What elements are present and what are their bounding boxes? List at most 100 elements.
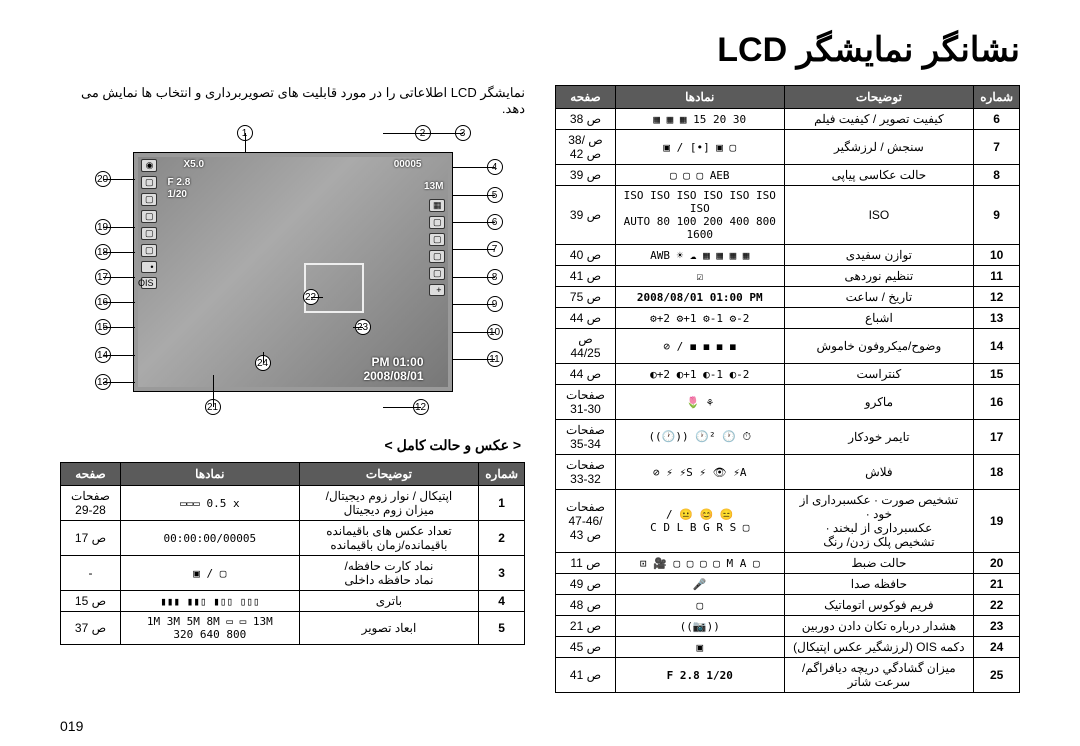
- cell-page: ص 37: [61, 612, 121, 645]
- table-row: 3نماد کارت حافظه/نماد حافظه داخلی▣ / ▢-: [61, 556, 525, 591]
- cell-desc: حافظه صدا: [784, 574, 974, 595]
- table-row: 17تایمر خودکار((🕐)) 🕐² 🕐 ⏱صفحات35-34: [556, 420, 1020, 455]
- osd-f: F 2.8: [168, 177, 191, 188]
- lcd-icon: OIS: [141, 277, 157, 289]
- lcd-icon: ▢: [141, 227, 157, 240]
- cell-page: ص 11: [556, 553, 616, 574]
- cell-icons: ▢ ▢ ▢ AEB: [616, 165, 785, 186]
- cell-icons: AWB ☀ ☁ ▦ ▦ ▦ ▦: [616, 245, 785, 266]
- cell-page: ص /38ص 42: [556, 130, 616, 165]
- reference-table-left: شماره توضیحات نمادها صفحه 6کیفیت تصویر /…: [555, 85, 1020, 693]
- cell-icons: 🌷 ⚘: [616, 385, 785, 420]
- lcd-icon: ▢: [141, 210, 157, 223]
- cell-icons: ISO ISO ISO ISO ISO ISO ISOAUTO 80 100 2…: [616, 186, 785, 245]
- cell-icons: ((🕐)) 🕐² 🕐 ⏱: [616, 420, 785, 455]
- cell-num: 8: [974, 165, 1020, 186]
- table-row: 9ISOISO ISO ISO ISO ISO ISO ISOAUTO 80 1…: [556, 186, 1020, 245]
- lcd-icon: ▢: [141, 193, 157, 206]
- cell-page: ص 39: [556, 165, 616, 186]
- cell-page: ص 21: [556, 616, 616, 637]
- lcd-icon: ◉: [141, 159, 157, 172]
- cell-page: صفحات/47-46ص 43: [556, 490, 616, 553]
- cell-page: -: [61, 556, 121, 591]
- lcd-icon: ▢: [429, 233, 445, 246]
- cell-desc: نماد کارت حافظه/نماد حافظه داخلی: [299, 556, 479, 591]
- cell-num: 15: [974, 364, 1020, 385]
- table-row: 20حالت ضبط⊡ 🎥 ▢ ▢ ▢ ▢ M A ▢ص 11: [556, 553, 1020, 574]
- cell-page: ص 44/25: [556, 329, 616, 364]
- lcd-icon: •: [141, 261, 157, 273]
- cell-num: 24: [974, 637, 1020, 658]
- table-row: 21حافظه صدا🎤ص 49: [556, 574, 1020, 595]
- cell-desc: وضوح/میکروفون خاموش: [784, 329, 974, 364]
- th-page: صفحه: [61, 463, 121, 486]
- osd-size: 13M: [424, 181, 443, 192]
- cell-icons: 2008/08/01 01:00 PM: [616, 287, 785, 308]
- cell-page: ص 49: [556, 574, 616, 595]
- osd-date: 2008/08/01: [363, 369, 423, 383]
- cell-num: 16: [974, 385, 1020, 420]
- cell-num: 25: [974, 658, 1020, 693]
- cell-icons: ▮▮▮ ▮▮▯ ▮▯▯ ▯▯▯: [121, 591, 300, 612]
- reference-table-right: شماره توضیحات نمادها صفحه 1اپتیکال / نوا…: [60, 462, 525, 645]
- osd-zoom: X5.0: [184, 159, 205, 170]
- cell-page: ص 41: [556, 658, 616, 693]
- cell-page: ص 44: [556, 308, 616, 329]
- cell-desc: تاریخ / ساعت: [784, 287, 974, 308]
- lcd-icon: +: [429, 284, 445, 296]
- cell-desc: کیفیت تصویر / کیفیت فیلم: [784, 109, 974, 130]
- table-row: 12تاریخ / ساعت2008/08/01 01:00 PMص 75: [556, 287, 1020, 308]
- cell-page: ص 40: [556, 245, 616, 266]
- cell-num: 1: [479, 486, 525, 521]
- cell-page: صفحات35-34: [556, 420, 616, 455]
- cell-page: ص 41: [556, 266, 616, 287]
- table-row: 6کیفیت تصویر / کیفیت فیلم▦ ▦ ▦ 15 20 30ص…: [556, 109, 1020, 130]
- cell-num: 2: [479, 521, 525, 556]
- cell-icons: ⚙+2 ⚙+1 ⚙-1 ⚙-2: [616, 308, 785, 329]
- th-desc: توضیحات: [784, 86, 974, 109]
- cell-icons: F 2.8 1/20: [616, 658, 785, 693]
- lcd-icon: ▢: [429, 267, 445, 280]
- table-row: 5ابعاد تصویر1M 3M 5M 8M ▭ ▭ 13M320 640 8…: [61, 612, 525, 645]
- lcd-icon: ▢: [429, 250, 445, 263]
- cell-num: 10: [974, 245, 1020, 266]
- table-row: 7سنجش / لرزشگیر▣ / [•] ▣ ▢ص /38ص 42: [556, 130, 1020, 165]
- cell-num: 5: [479, 612, 525, 645]
- cell-num: 14: [974, 329, 1020, 364]
- cell-num: 17: [974, 420, 1020, 455]
- th-icons: نمادها: [121, 463, 300, 486]
- table-row: 22فریم فوکوس اتوماتیک▢ص 48: [556, 595, 1020, 616]
- cell-icons: 1M 3M 5M 8M ▭ ▭ 13M320 640 800: [121, 612, 300, 645]
- cell-desc: تایمر خودکار: [784, 420, 974, 455]
- table-row: 10توازن سفیدیAWB ☀ ☁ ▦ ▦ ▦ ▦ص 40: [556, 245, 1020, 266]
- cell-num: 20: [974, 553, 1020, 574]
- cell-desc: دکمه OIS (لرزشگیر عکس اپتیکال): [784, 637, 974, 658]
- cell-desc: حالت عکاسی پیاپی: [784, 165, 974, 186]
- cell-num: 23: [974, 616, 1020, 637]
- cell-icons: ◐+2 ◐+1 ◐-1 ◐-2: [616, 364, 785, 385]
- cell-icons: ⊘ / ◼ ◼ ◼ ◼: [616, 329, 785, 364]
- cell-icons: ⊡ 🎥 ▢ ▢ ▢ ▢ M A ▢: [616, 553, 785, 574]
- table-row: 8حالت عکاسی پیاپی▢ ▢ ▢ AEBص 39: [556, 165, 1020, 186]
- lcd-icon: ▢: [141, 244, 157, 257]
- table-row: 11تنظیم نوردهی☑ص 41: [556, 266, 1020, 287]
- cell-icons: ▦ ▦ ▦ 15 20 30: [616, 109, 785, 130]
- cell-num: 9: [974, 186, 1020, 245]
- cell-desc: کنتراست: [784, 364, 974, 385]
- table-row: 1اپتیکال / نوار زوم دیجیتال/میزان زوم دی…: [61, 486, 525, 521]
- th-desc: توضیحات: [299, 463, 479, 486]
- cell-icons: ((📷)): [616, 616, 785, 637]
- cell-icons: ▣: [616, 637, 785, 658]
- cell-page: صفحات29-28: [61, 486, 121, 521]
- table-row: 23هشدار درباره تکان دادن دوربین((📷))ص 21: [556, 616, 1020, 637]
- lcd-diagram: 00005 X5.0 13M F 2.8 1/20 01:00 PM 2008/…: [63, 127, 523, 417]
- cell-num: 3: [479, 556, 525, 591]
- cell-num: 22: [974, 595, 1020, 616]
- cell-page: صفحات31-30: [556, 385, 616, 420]
- cell-num: 12: [974, 287, 1020, 308]
- cell-num: 6: [974, 109, 1020, 130]
- cell-desc: ابعاد تصویر: [299, 612, 479, 645]
- cell-num: 19: [974, 490, 1020, 553]
- table-row: 24دکمه OIS (لرزشگیر عکس اپتیکال)▣ص 45: [556, 637, 1020, 658]
- th-num: شماره: [479, 463, 525, 486]
